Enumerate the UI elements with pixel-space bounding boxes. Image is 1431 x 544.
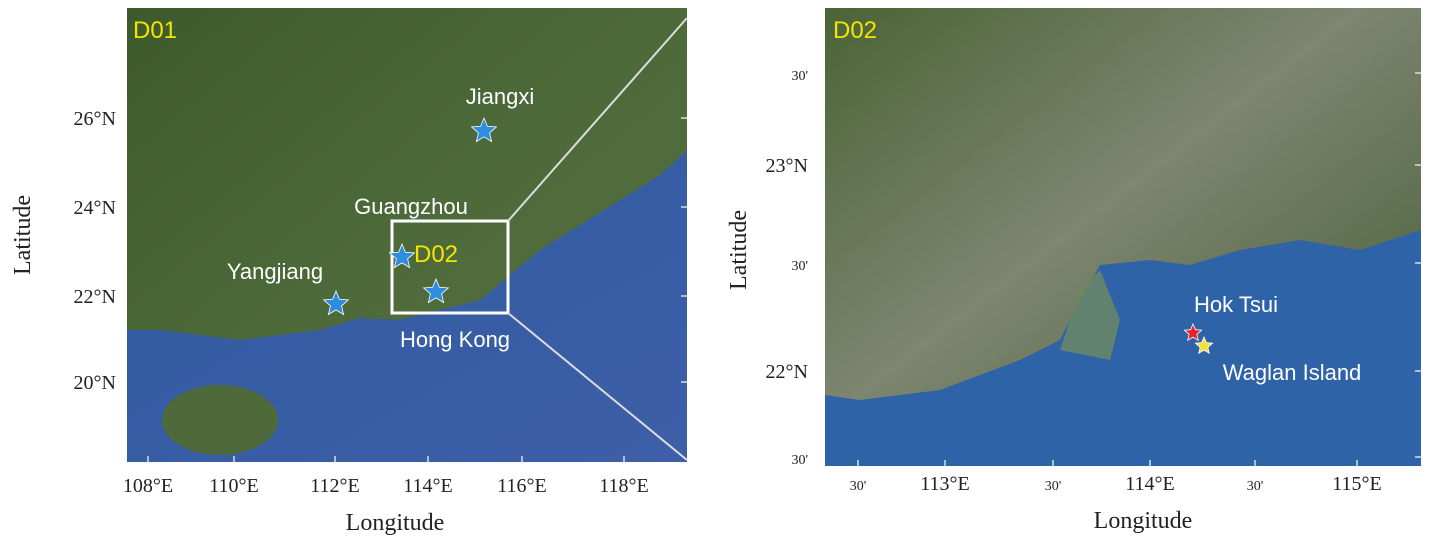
station-marker <box>322 289 350 316</box>
place-label: Yangjiang <box>227 259 323 284</box>
x-axis-label: Longitude <box>346 510 445 536</box>
map-d02 <box>825 8 1421 466</box>
map-d01 <box>127 8 688 462</box>
place-label: Waglan Island <box>1223 360 1362 385</box>
y-tick-label: 30' <box>791 259 808 274</box>
box-label: D02 <box>414 241 458 268</box>
place-label: Hong Kong <box>400 327 510 352</box>
x-tick-label: 30' <box>1045 479 1062 494</box>
y-axis-label: Latitude <box>10 195 36 275</box>
station-marker <box>470 116 498 143</box>
x-tick-label: 118°E <box>599 475 648 497</box>
y-tick-label: 30' <box>791 453 808 468</box>
y-tick-label: 22°N <box>74 286 116 308</box>
place-label: Guangzhou <box>354 194 468 219</box>
x-tick-label: 115°E <box>1332 473 1381 495</box>
station-marker <box>388 242 416 269</box>
x-tick-label: 30' <box>850 479 867 494</box>
y-tick-label: 24°N <box>74 197 116 219</box>
station-marker <box>1194 335 1214 355</box>
place-label: Jiangxi <box>466 84 534 109</box>
x-tick-label: 112°E <box>310 475 359 497</box>
y-tick-label: 26°N <box>74 108 116 130</box>
panel-label: D01 <box>133 17 177 44</box>
x-tick-label: 114°E <box>1125 473 1174 495</box>
y-tick-label: 30' <box>791 69 808 84</box>
y-tick-label: 23°N <box>766 155 808 177</box>
x-axis-label: Longitude <box>1094 508 1193 534</box>
x-tick-label: 30' <box>1247 479 1264 494</box>
x-tick-label: 116°E <box>497 475 546 497</box>
place-label: Hok Tsui <box>1194 292 1278 317</box>
x-tick-label: 113°E <box>920 473 969 495</box>
x-tick-label: 110°E <box>209 475 258 497</box>
y-tick-label: 22°N <box>766 361 808 383</box>
station-marker <box>1183 322 1203 342</box>
x-tick-label: 114°E <box>403 475 452 497</box>
y-axis-label: Latitude <box>726 210 752 290</box>
station-marker <box>422 277 450 304</box>
x-tick-label: 108°E <box>123 475 173 497</box>
y-tick-label: 20°N <box>74 372 116 394</box>
panel-label: D02 <box>833 17 877 44</box>
